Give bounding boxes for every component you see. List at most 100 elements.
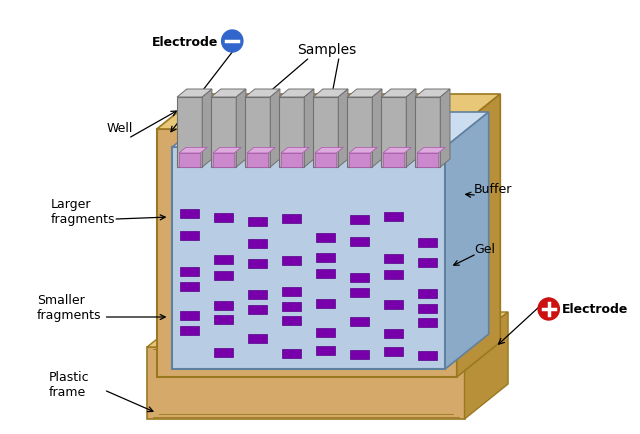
Polygon shape <box>179 154 200 168</box>
Polygon shape <box>248 240 268 248</box>
Polygon shape <box>214 271 234 280</box>
Polygon shape <box>248 260 268 268</box>
Polygon shape <box>349 148 377 154</box>
Text: Buffer: Buffer <box>474 183 513 196</box>
Polygon shape <box>248 217 268 227</box>
Text: Electrode: Electrode <box>563 303 628 316</box>
Polygon shape <box>418 318 437 327</box>
Polygon shape <box>157 95 500 130</box>
Polygon shape <box>316 253 335 263</box>
Polygon shape <box>214 301 234 310</box>
Polygon shape <box>350 288 369 297</box>
Polygon shape <box>247 148 275 154</box>
Polygon shape <box>177 98 202 168</box>
Polygon shape <box>214 348 234 357</box>
Polygon shape <box>315 154 337 168</box>
Polygon shape <box>350 273 369 283</box>
Polygon shape <box>180 267 199 276</box>
Polygon shape <box>349 154 371 168</box>
Circle shape <box>538 298 559 320</box>
Polygon shape <box>248 290 268 299</box>
Polygon shape <box>245 98 270 168</box>
Polygon shape <box>214 315 234 324</box>
Polygon shape <box>213 148 241 154</box>
Text: Well: Well <box>106 121 133 134</box>
Polygon shape <box>313 98 339 168</box>
Polygon shape <box>440 90 450 168</box>
Polygon shape <box>279 90 314 98</box>
Polygon shape <box>418 289 437 298</box>
Polygon shape <box>339 90 348 168</box>
Polygon shape <box>465 312 508 419</box>
Polygon shape <box>180 283 199 291</box>
Polygon shape <box>350 350 369 359</box>
Polygon shape <box>445 113 489 369</box>
Polygon shape <box>417 154 438 168</box>
Polygon shape <box>418 304 437 313</box>
Polygon shape <box>211 90 246 98</box>
Polygon shape <box>381 98 406 168</box>
Polygon shape <box>282 316 301 325</box>
Polygon shape <box>236 90 246 168</box>
Polygon shape <box>316 233 335 243</box>
Polygon shape <box>282 256 301 265</box>
Polygon shape <box>180 311 199 320</box>
Polygon shape <box>202 90 212 168</box>
Polygon shape <box>383 148 411 154</box>
Polygon shape <box>282 302 301 311</box>
Text: Smaller
fragments: Smaller fragments <box>36 293 101 321</box>
Polygon shape <box>316 270 335 278</box>
Polygon shape <box>384 347 403 356</box>
Polygon shape <box>350 237 369 247</box>
Polygon shape <box>418 258 437 267</box>
Polygon shape <box>417 148 445 154</box>
Polygon shape <box>384 213 403 221</box>
Polygon shape <box>415 98 440 168</box>
Polygon shape <box>282 287 301 296</box>
Polygon shape <box>384 270 403 279</box>
Polygon shape <box>172 113 489 148</box>
Polygon shape <box>180 210 199 218</box>
Polygon shape <box>147 312 508 347</box>
Polygon shape <box>214 256 234 264</box>
Polygon shape <box>247 154 268 168</box>
Polygon shape <box>316 346 335 355</box>
Polygon shape <box>415 90 450 98</box>
Polygon shape <box>157 130 457 377</box>
Polygon shape <box>350 317 369 326</box>
Text: Samples: Samples <box>298 43 356 57</box>
Polygon shape <box>147 347 465 419</box>
Polygon shape <box>350 216 369 224</box>
Polygon shape <box>384 300 403 309</box>
Polygon shape <box>279 98 304 168</box>
Polygon shape <box>211 98 236 168</box>
Polygon shape <box>384 329 403 338</box>
Text: Larger
fragments: Larger fragments <box>51 197 115 226</box>
Text: Gel: Gel <box>474 243 495 256</box>
Polygon shape <box>177 90 212 98</box>
Polygon shape <box>180 231 199 240</box>
Polygon shape <box>406 90 416 168</box>
Polygon shape <box>248 334 268 343</box>
Polygon shape <box>172 148 445 369</box>
Polygon shape <box>381 90 416 98</box>
Polygon shape <box>313 90 348 98</box>
Polygon shape <box>282 214 301 224</box>
Polygon shape <box>316 299 335 308</box>
Polygon shape <box>179 148 207 154</box>
Polygon shape <box>248 305 268 314</box>
Text: Electrode: Electrode <box>152 36 219 48</box>
Polygon shape <box>304 90 314 168</box>
Polygon shape <box>245 90 280 98</box>
Polygon shape <box>213 154 234 168</box>
Polygon shape <box>347 98 372 168</box>
Polygon shape <box>282 349 301 358</box>
Polygon shape <box>372 90 382 168</box>
Polygon shape <box>347 90 382 98</box>
Polygon shape <box>418 351 437 360</box>
Polygon shape <box>270 90 280 168</box>
Polygon shape <box>457 95 500 377</box>
Polygon shape <box>418 238 437 247</box>
Polygon shape <box>383 154 404 168</box>
Polygon shape <box>281 154 302 168</box>
